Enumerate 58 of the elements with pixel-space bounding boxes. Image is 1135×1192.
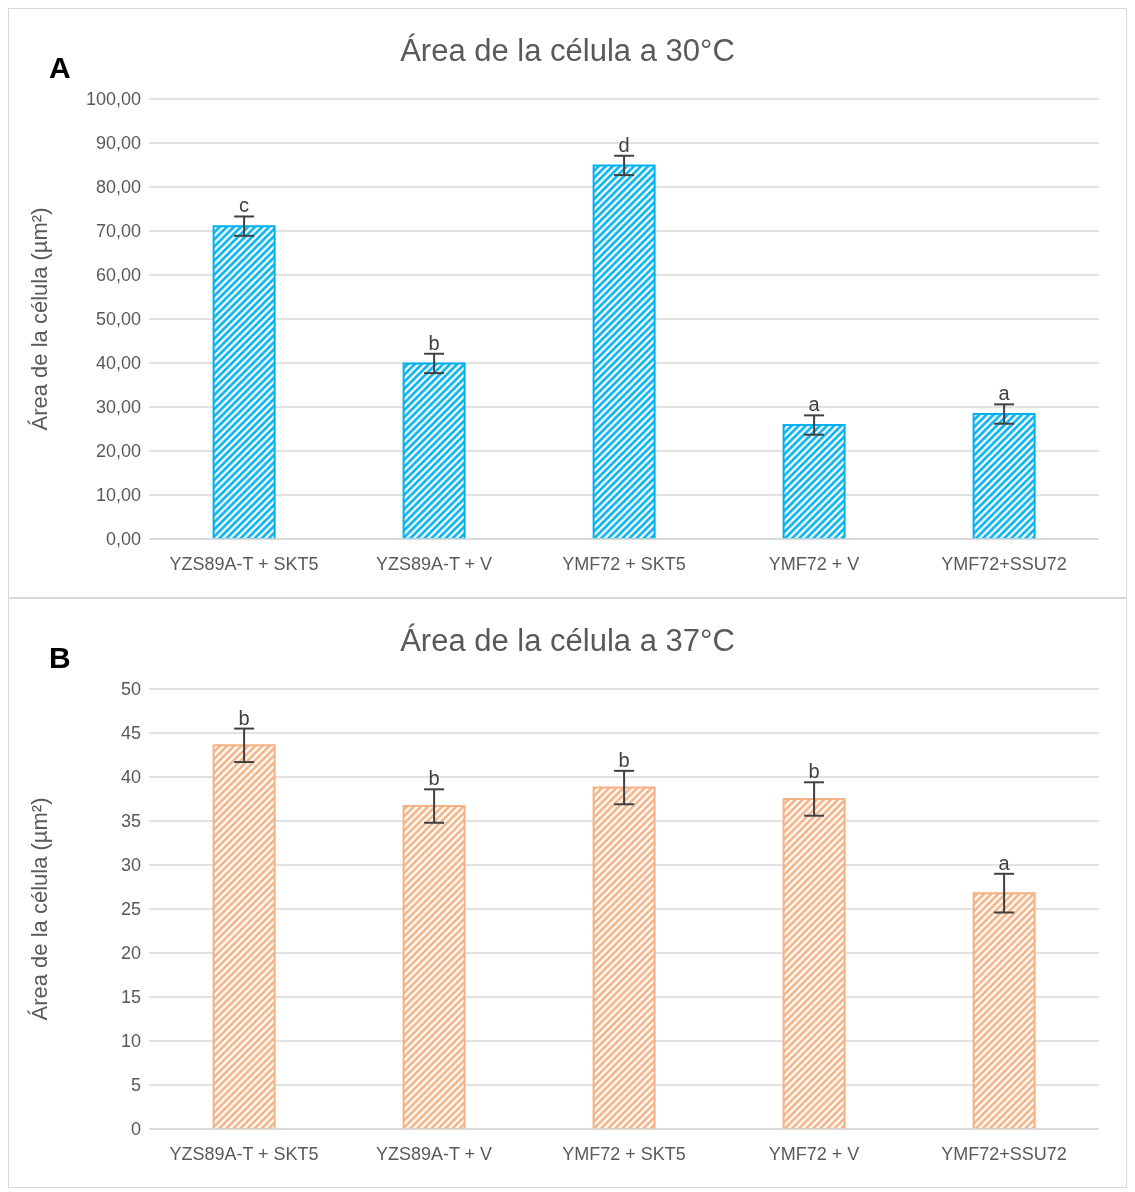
y-tick-label: 5: [130, 1075, 141, 1096]
x-tick-label: YZS89A-T + V: [375, 553, 493, 574]
y-tick-label: 45: [120, 723, 141, 744]
bar: [402, 362, 466, 539]
bar: [782, 798, 846, 1129]
y-tick-label: 40,00: [95, 353, 141, 374]
text: B: [49, 641, 71, 675]
y-tick-label: 10,00: [95, 485, 141, 506]
bar: [402, 805, 466, 1129]
y-tick-label: 80,00: [95, 177, 141, 198]
x-tick-label: YMF72 + SKT5: [562, 553, 686, 574]
y-tick-label: 30: [120, 855, 141, 876]
x-tick-label: YMF72+SSU72: [941, 553, 1067, 574]
y-tick-label: 0,00: [105, 529, 141, 550]
annotation: a: [998, 851, 1011, 874]
y-tick-label: 25: [120, 899, 141, 920]
bar: [972, 892, 1036, 1129]
annotation: d: [618, 133, 630, 156]
bar: [782, 424, 846, 539]
y-tick-label: 100,00: [85, 89, 141, 110]
x-tick-label: YMF72 + V: [768, 1143, 860, 1164]
annotation: b: [428, 767, 440, 790]
x-tick-label: YZS89A-T + V: [375, 1143, 493, 1164]
bar: [592, 164, 656, 539]
annotation: b: [428, 331, 440, 354]
y-tick-label: 40: [120, 767, 141, 788]
annotation: a: [808, 393, 821, 416]
annotation: b: [808, 760, 820, 783]
y-tick-label: 50,00: [95, 309, 141, 330]
y-tick-label: 20: [120, 943, 141, 964]
annotation: b: [238, 706, 250, 729]
y-tick-label: 50: [120, 679, 141, 700]
y-tick-label: 70,00: [95, 221, 141, 242]
annotation: a: [998, 382, 1011, 405]
y-tick-label: 15: [120, 987, 141, 1008]
chart-title: Área de la célula a 37°C: [400, 623, 735, 658]
bar: [972, 413, 1036, 539]
bar: [212, 744, 276, 1129]
y-tick-label: 20,00: [95, 441, 141, 462]
y-tick-label: 0: [130, 1119, 141, 1140]
y-tick-label: 30,00: [95, 397, 141, 418]
y-axis-title: Área de la célula (µm²): [26, 797, 52, 1021]
y-tick-label: 10: [120, 1031, 141, 1052]
x-tick-label: YMF72+SSU72: [941, 1143, 1067, 1164]
bar: [592, 786, 656, 1129]
text: A: [49, 51, 71, 85]
chart-title: Área de la célula a 30°C: [400, 33, 735, 68]
bar: [212, 225, 276, 539]
y-axis-title: Área de la célula (µm²): [26, 207, 52, 431]
y-tick-label: 35: [120, 811, 141, 832]
x-tick-label: YZS89A-T + SKT5: [169, 1143, 319, 1164]
x-tick-label: YMF72 + SKT5: [562, 1143, 686, 1164]
annotation: c: [239, 194, 249, 217]
y-tick-label: 90,00: [95, 133, 141, 154]
x-tick-label: YZS89A-T + SKT5: [169, 553, 319, 574]
y-tick-label: 60,00: [95, 265, 141, 286]
annotation: b: [618, 748, 630, 771]
x-tick-label: YMF72 + V: [768, 553, 860, 574]
